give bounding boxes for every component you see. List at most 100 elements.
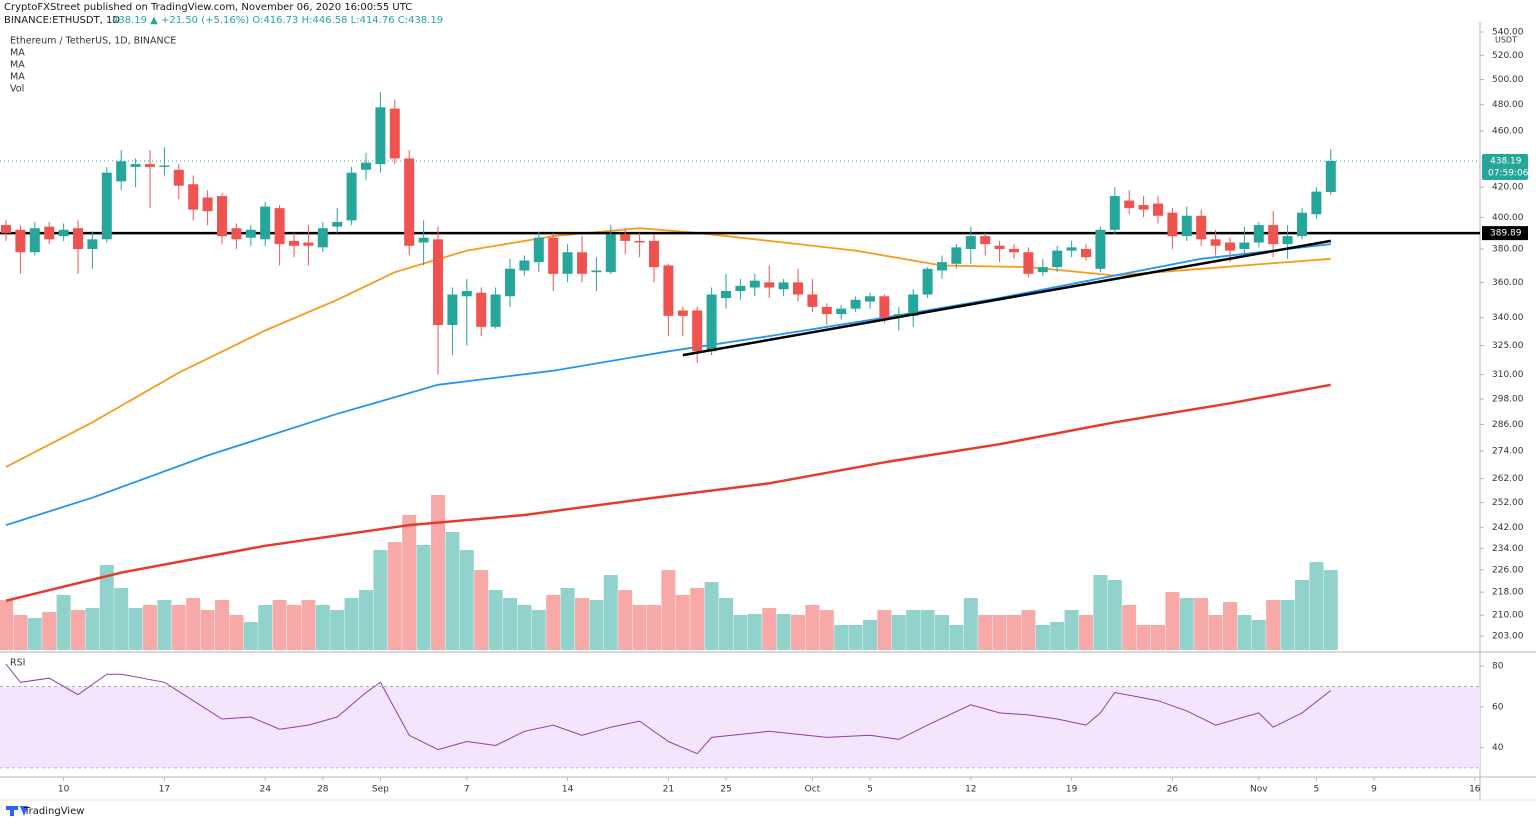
x-tick-label: 21 <box>663 785 674 795</box>
volume-bar <box>1136 625 1151 650</box>
rsi-tick-label: 80 <box>1492 662 1504 672</box>
candle-body <box>677 310 688 316</box>
volume-bar <box>1079 615 1093 650</box>
volume-bar <box>287 605 301 650</box>
rsi-band <box>0 686 1480 768</box>
y-tick-label: 234.00 <box>1492 544 1524 554</box>
volume-bar <box>935 615 949 650</box>
last-price-label: 438.19 <box>1490 156 1522 166</box>
candle-body <box>1066 247 1077 251</box>
volume-bar <box>618 590 633 650</box>
candle-body <box>721 291 731 299</box>
candle-body <box>389 108 400 159</box>
volume-bar <box>1122 605 1137 650</box>
candle-body <box>317 228 328 248</box>
volume-bar <box>157 600 172 650</box>
x-tick-label: 25 <box>720 785 731 795</box>
volume-bar <box>1295 580 1309 650</box>
candle-body <box>778 282 789 290</box>
volume-bar <box>546 595 561 650</box>
candle-body <box>908 294 919 316</box>
volume-bar <box>459 550 474 650</box>
volume-bar <box>690 588 705 650</box>
volume-bar <box>373 550 388 650</box>
candle-body <box>1181 215 1192 237</box>
candle-body <box>793 282 803 295</box>
candle-body <box>562 252 573 274</box>
volume-bar <box>834 625 849 650</box>
candle-body <box>1153 203 1163 216</box>
candle-body <box>1009 248 1019 253</box>
candle-body <box>73 228 83 249</box>
candle-body <box>1225 242 1235 251</box>
x-tick-label: 26 <box>1167 785 1179 795</box>
volume-bar <box>1151 625 1165 650</box>
candle-body <box>346 172 357 221</box>
volume-bar <box>647 605 661 650</box>
candle-body <box>548 237 559 274</box>
candle-body <box>1109 196 1120 230</box>
volume-bar <box>560 588 575 650</box>
candle-body <box>951 247 962 264</box>
volume-bar <box>315 605 330 650</box>
candle-body <box>1124 200 1135 209</box>
candle-body <box>937 262 947 271</box>
volume-bar <box>344 598 359 650</box>
volume-bar <box>243 622 258 650</box>
volume-bar <box>85 608 100 650</box>
rsi-tick-label: 60 <box>1492 702 1504 712</box>
level-label: 389.89 <box>1490 229 1522 239</box>
candle-body <box>1138 205 1149 210</box>
volume-bar <box>863 620 877 650</box>
x-tick-label: Nov <box>1250 785 1268 795</box>
y-tick-label: 540.00 <box>1492 27 1524 37</box>
volume-bar <box>1223 602 1237 650</box>
volume-bar <box>575 598 589 650</box>
candle-body <box>58 229 69 237</box>
volume-bar <box>301 600 316 650</box>
legend-ma: MA <box>10 48 25 59</box>
candle-body <box>1095 229 1106 269</box>
volume-bar <box>1165 592 1180 650</box>
candle-body <box>663 265 674 316</box>
volume-bar <box>359 590 373 650</box>
y-tick-label: 480.00 <box>1492 100 1524 110</box>
volume-bar <box>704 582 719 650</box>
y-tick-label: 500.00 <box>1492 75 1524 85</box>
y-tick-label: 286.00 <box>1492 420 1524 430</box>
candle-body <box>188 184 199 210</box>
candle-body <box>591 270 602 273</box>
candle-body <box>231 228 242 240</box>
volume-bar <box>387 542 402 650</box>
volume-bar <box>503 598 517 650</box>
x-tick-label: 5 <box>867 785 873 795</box>
candle-body <box>490 294 501 327</box>
candle-body <box>1282 236 1293 245</box>
x-tick-label: 19 <box>1066 785 1078 795</box>
volume-bar <box>215 600 229 650</box>
candle-body <box>433 239 443 325</box>
volume-bar <box>963 598 978 650</box>
candle-body <box>649 240 659 268</box>
volume-bar <box>1251 620 1266 650</box>
candle-body <box>605 234 616 273</box>
volume-bar <box>56 595 71 650</box>
volume-bar <box>445 532 460 650</box>
volume-bar <box>1208 615 1223 650</box>
y-tick-label: 460.00 <box>1492 126 1524 136</box>
candle-body <box>217 196 227 237</box>
volume-bar <box>949 625 964 650</box>
volume-bar <box>517 605 532 650</box>
y-tick-label: 262.00 <box>1492 474 1524 484</box>
volume-bar <box>27 618 42 650</box>
x-tick-label: Sep <box>372 785 389 795</box>
y-tick-label: 420.00 <box>1492 183 1524 193</box>
candle-body <box>879 296 890 318</box>
candle-body <box>965 236 976 249</box>
volume-bar <box>920 610 935 650</box>
candle-body <box>130 164 141 167</box>
quote: 438.19 ▲ +21.50 (+5.16%) O:416.73 H:446.… <box>112 15 443 26</box>
candle-body <box>1167 212 1178 237</box>
x-tick-label: 7 <box>464 785 470 795</box>
x-tick-label: 12 <box>965 785 976 795</box>
